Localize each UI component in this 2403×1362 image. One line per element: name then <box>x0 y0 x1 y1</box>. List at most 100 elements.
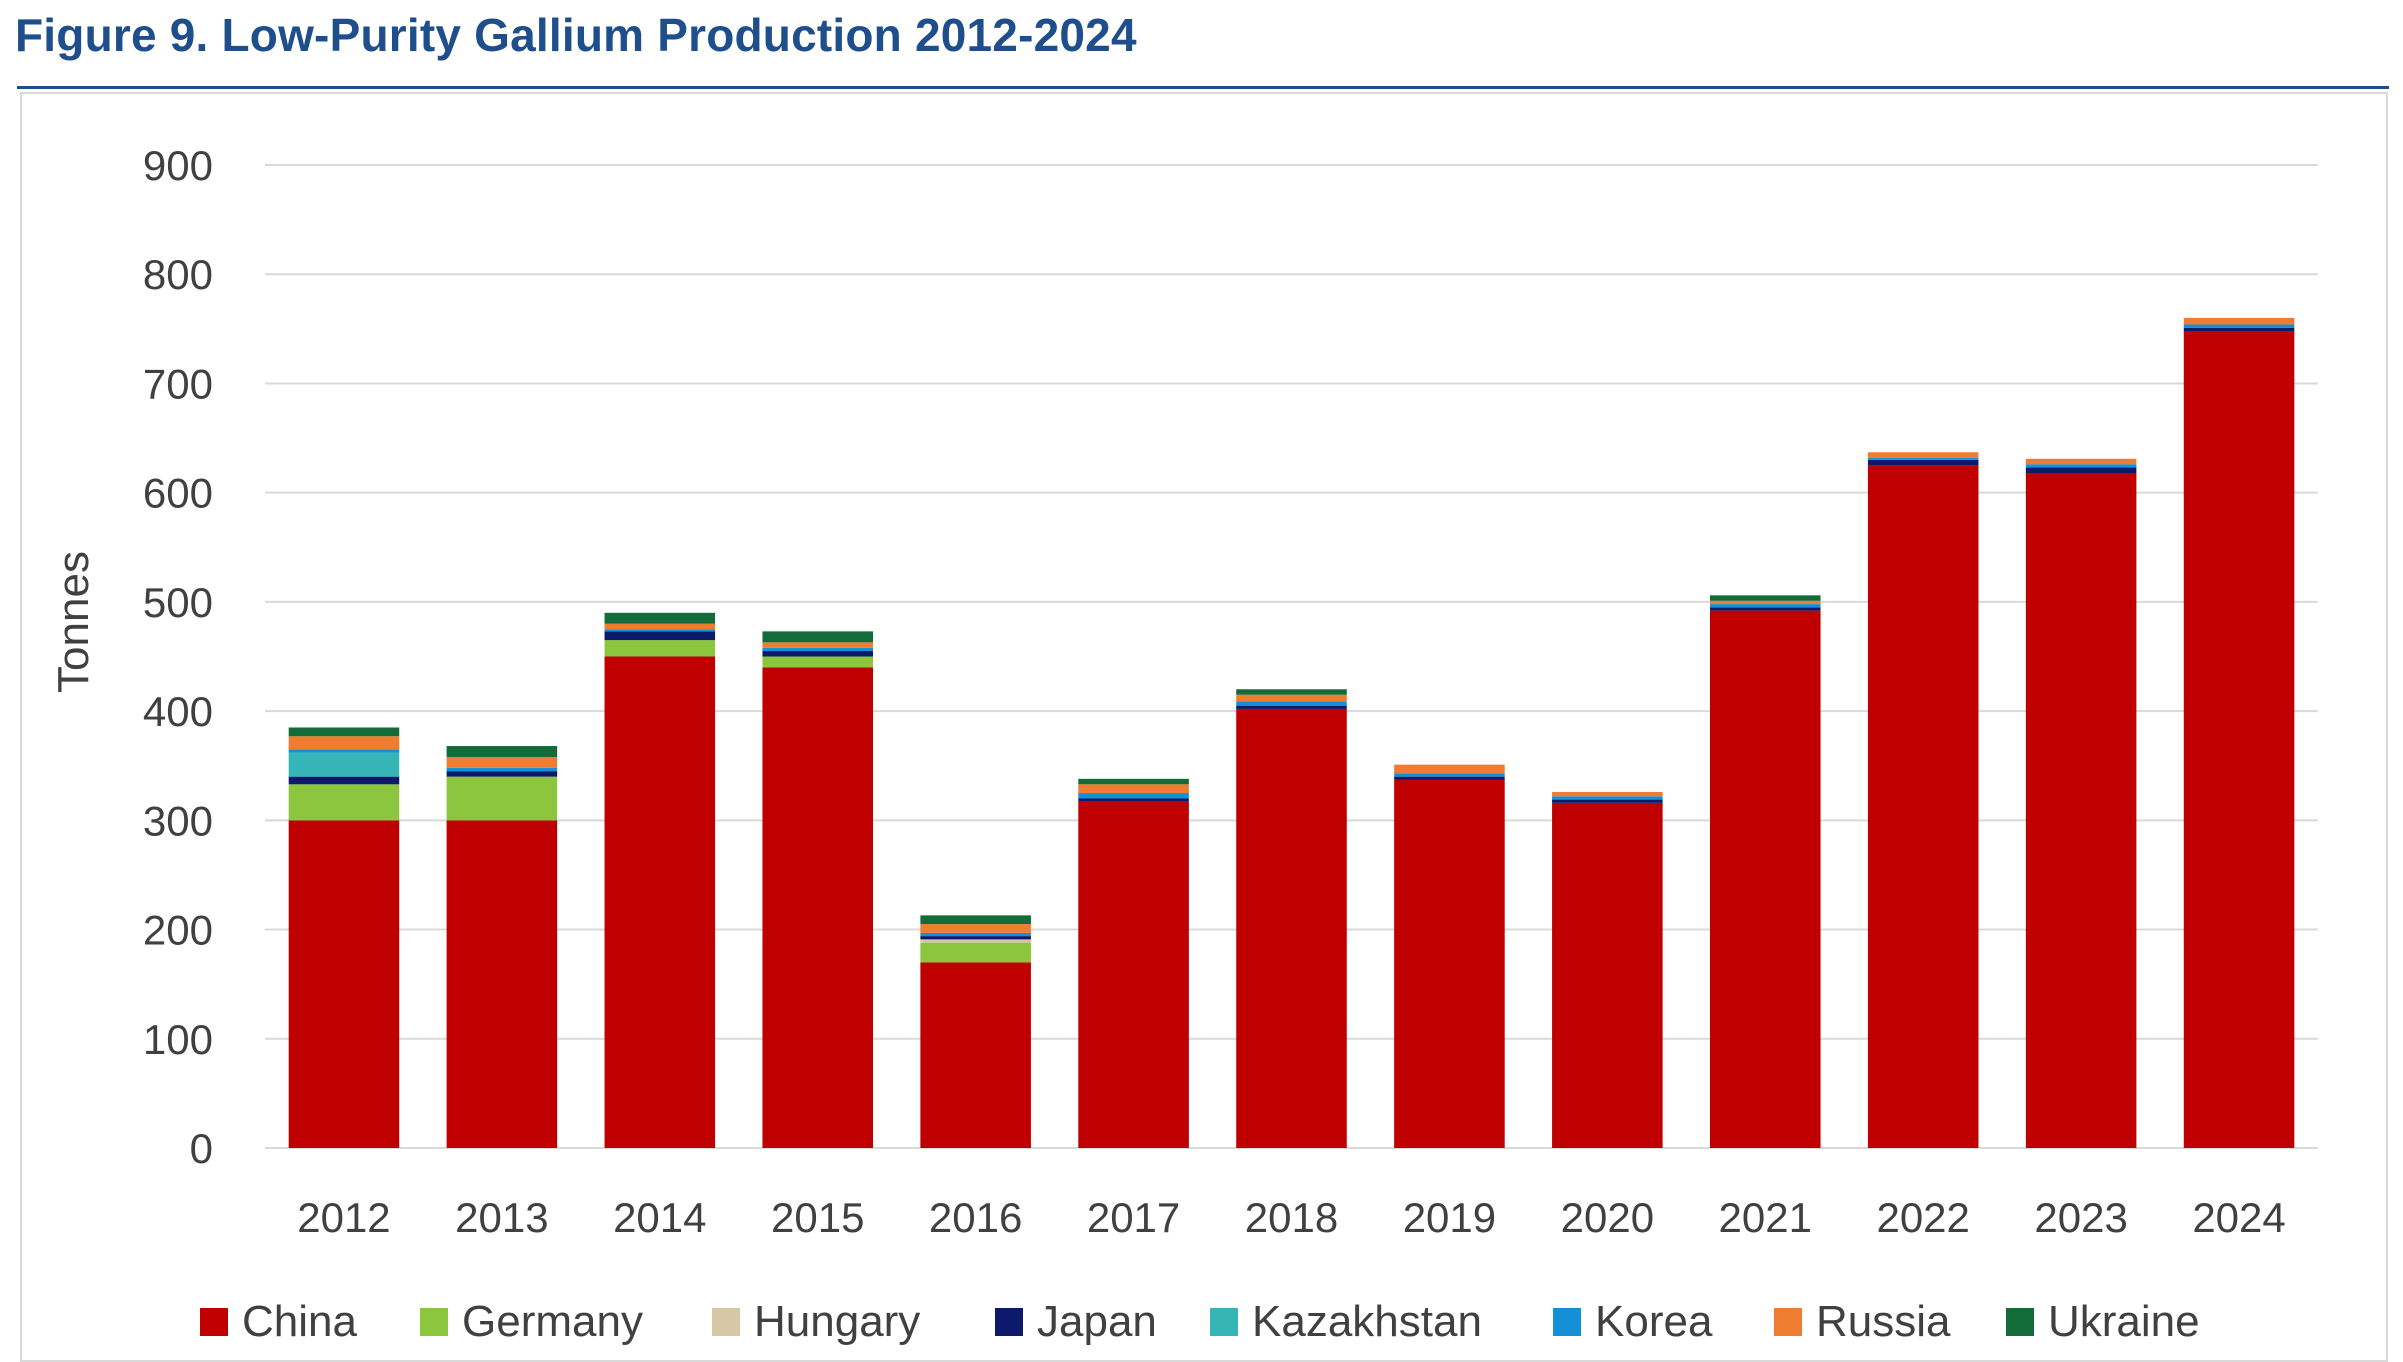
bar-japan-2021 <box>1709 607 1821 611</box>
bar-russia-2023 <box>2025 458 2137 465</box>
x-tick-label-2013: 2013 <box>455 1194 548 1241</box>
bar-korea-2015 <box>762 647 874 652</box>
bar-germany-2014 <box>604 640 716 657</box>
bar-russia-2020 <box>1552 791 1663 797</box>
bar-japan-2016 <box>920 936 1031 940</box>
legend-swatch-ukraine <box>2006 1308 2034 1336</box>
legend-swatch-hungary <box>712 1308 740 1336</box>
y-tick-label: 900 <box>143 142 213 189</box>
bar-hungary-2016 <box>920 939 1031 943</box>
bar-russia-2017 <box>1078 784 1189 794</box>
bar-korea-2017 <box>1078 793 1189 799</box>
bar-germany-2016 <box>920 942 1031 963</box>
x-tick-label-2016: 2016 <box>929 1194 1022 1241</box>
bar-korea-2014 <box>604 629 716 632</box>
bar-korea-2021 <box>1709 604 1821 608</box>
bar-japan-2013 <box>446 771 558 777</box>
bar-japan-2018 <box>1236 705 1347 709</box>
bar-russia-2018 <box>1236 694 1347 702</box>
legend-swatch-japan <box>995 1308 1023 1336</box>
bar-korea-2024 <box>2183 324 2295 328</box>
bar-ukraine-2015 <box>762 631 874 643</box>
bar-japan-2015 <box>762 651 874 657</box>
bar-ukraine-2021 <box>1709 595 1821 601</box>
y-tick-label: 500 <box>143 579 213 626</box>
bar-china-2012 <box>288 820 400 1148</box>
legend-label-ukraine: Ukraine <box>2048 1297 2200 1346</box>
bar-china-2014 <box>604 656 716 1148</box>
legend-label-russia: Russia <box>1816 1297 1951 1346</box>
bar-china-2022 <box>1867 465 1979 1149</box>
y-tick-label: 700 <box>143 360 213 407</box>
bar-russia-2022 <box>1867 452 1979 458</box>
legend-label-hungary: Hungary <box>754 1297 920 1346</box>
x-tick-label-2015: 2015 <box>771 1194 864 1241</box>
bar-russia-2024 <box>2183 317 2295 325</box>
bar-china-2018 <box>1236 708 1347 1148</box>
legend-label-korea: Korea <box>1595 1297 1713 1346</box>
bar-ukraine-2012 <box>288 727 400 737</box>
y-tick-label: 600 <box>143 470 213 517</box>
bar-russia-2013 <box>446 756 558 768</box>
bar-korea-2019 <box>1394 773 1505 777</box>
x-tick-label-2018: 2018 <box>1245 1194 1338 1241</box>
bar-japan-2022 <box>1867 459 1979 466</box>
legend-label-kazakhstan: Kazakhstan <box>1252 1297 1482 1346</box>
y-tick-label: 200 <box>143 907 213 954</box>
legend-label-japan: Japan <box>1037 1297 1157 1346</box>
bar-japan-2017 <box>1078 798 1189 802</box>
y-tick-label: 400 <box>143 688 213 735</box>
bar-germany-2015 <box>762 656 874 668</box>
x-tick-label-2012: 2012 <box>297 1194 390 1241</box>
bar-ukraine-2017 <box>1078 778 1189 785</box>
bar-korea-2018 <box>1236 701 1347 706</box>
bar-china-2017 <box>1078 801 1189 1148</box>
bar-china-2016 <box>920 962 1031 1148</box>
bar-china-2024 <box>2183 331 2295 1148</box>
x-tick-label-2022: 2022 <box>1876 1194 1969 1241</box>
bar-korea-2020 <box>1552 796 1663 800</box>
bar-russia-2012 <box>288 736 400 750</box>
x-tick-label-2024: 2024 <box>2192 1194 2285 1241</box>
bar-ukraine-2018 <box>1236 689 1347 695</box>
y-tick-label: 0 <box>190 1125 213 1172</box>
bars <box>288 317 2295 1149</box>
y-tick-label: 800 <box>143 251 213 298</box>
bar-japan-2023 <box>2025 467 2137 474</box>
bar-korea-2023 <box>2025 464 2137 468</box>
y-tick-label: 300 <box>143 797 213 844</box>
bar-japan-2012 <box>288 776 400 785</box>
x-tick-label-2021: 2021 <box>1719 1194 1812 1241</box>
x-tick-label-2019: 2019 <box>1403 1194 1496 1241</box>
figure-title: Figure 9. Low-Purity Gallium Production … <box>15 9 1137 61</box>
x-tick-label-2023: 2023 <box>2034 1194 2127 1241</box>
y-axis-label: Tonnes <box>49 551 98 693</box>
legend-label-germany: Germany <box>462 1297 643 1346</box>
bar-russia-2016 <box>920 924 1031 933</box>
bar-china-2013 <box>446 820 558 1148</box>
x-axis-ticks: 2012 2013 2014 2015 2016 2017 2018 2019 2020 2021… <box>297 1194 2286 1241</box>
bar-korea-2013 <box>446 767 558 772</box>
legend-swatch-china <box>200 1308 228 1336</box>
bar-germany-2012 <box>288 784 400 821</box>
bar-japan-2014 <box>604 631 716 641</box>
x-tick-label-2017: 2017 <box>1087 1194 1180 1241</box>
bar-ukraine-2016 <box>920 915 1031 925</box>
legend-swatch-russia <box>1774 1308 1802 1336</box>
bar-china-2020 <box>1552 802 1663 1148</box>
y-axis-ticks: 0 100 200 300 400 500 600 700 800 900 <box>143 142 213 1172</box>
bar-kazakhstan-2012 <box>288 752 400 777</box>
bar-japan-2019 <box>1394 776 1505 780</box>
bar-germany-2013 <box>446 776 558 821</box>
bar-ukraine-2014 <box>604 612 716 624</box>
bar-ukraine-2013 <box>446 746 558 757</box>
x-tick-label-2014: 2014 <box>613 1194 706 1241</box>
bar-china-2023 <box>2025 473 2137 1148</box>
legend-swatch-kazakhstan <box>1210 1308 1238 1336</box>
bar-japan-2024 <box>2183 327 2295 332</box>
bar-korea-2016 <box>920 932 1031 937</box>
bar-russia-2015 <box>762 642 874 648</box>
title-divider <box>17 86 2389 89</box>
legend-swatch-korea <box>1553 1308 1581 1336</box>
